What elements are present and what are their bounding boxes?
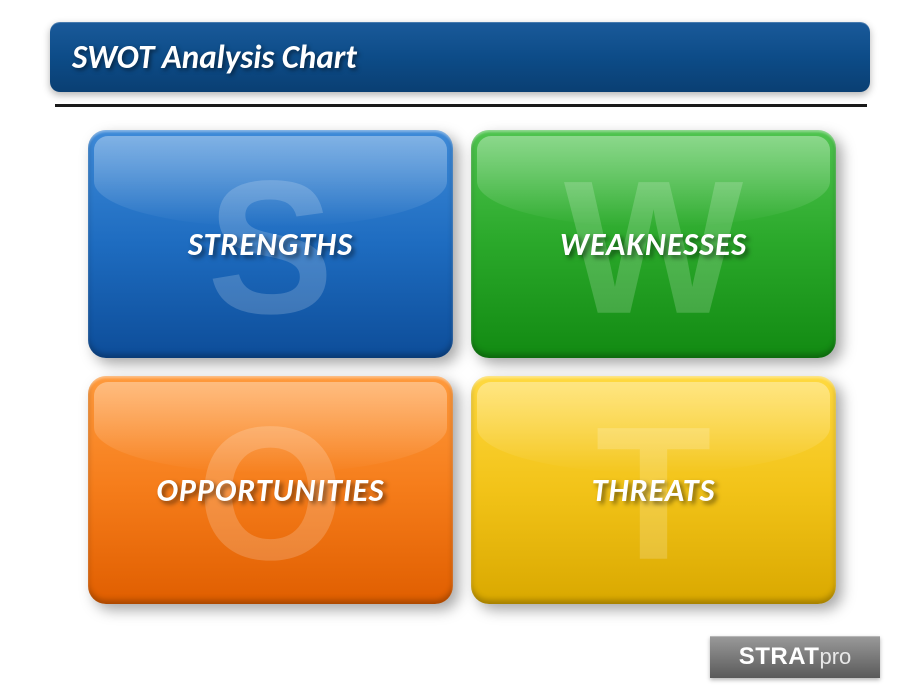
logo-text-strat: STRAT <box>739 643 820 671</box>
stratpro-logo: STRATpro <box>710 636 880 678</box>
threats-label: THREATS <box>592 471 716 510</box>
page-title: SWOT Analysis Chart <box>72 37 357 77</box>
quadrant-weaknesses: W WEAKNESSES <box>471 130 836 358</box>
quadrant-strengths: S STRENGTHS <box>88 130 453 358</box>
quadrant-opportunities: O OPPORTUNITIES <box>88 376 453 604</box>
weaknesses-label: WEAKNESSES <box>560 225 747 264</box>
strengths-label: STRENGTHS <box>188 225 353 264</box>
opportunities-label: OPPORTUNITIES <box>156 471 384 510</box>
quadrant-threats: T THREATS <box>471 376 836 604</box>
logo-text-pro: pro <box>819 644 851 670</box>
swot-grid: S STRENGTHS W WEAKNESSES O OPPORTUNITIES… <box>88 130 836 604</box>
title-underline <box>55 104 867 107</box>
title-bar: SWOT Analysis Chart <box>50 22 870 92</box>
